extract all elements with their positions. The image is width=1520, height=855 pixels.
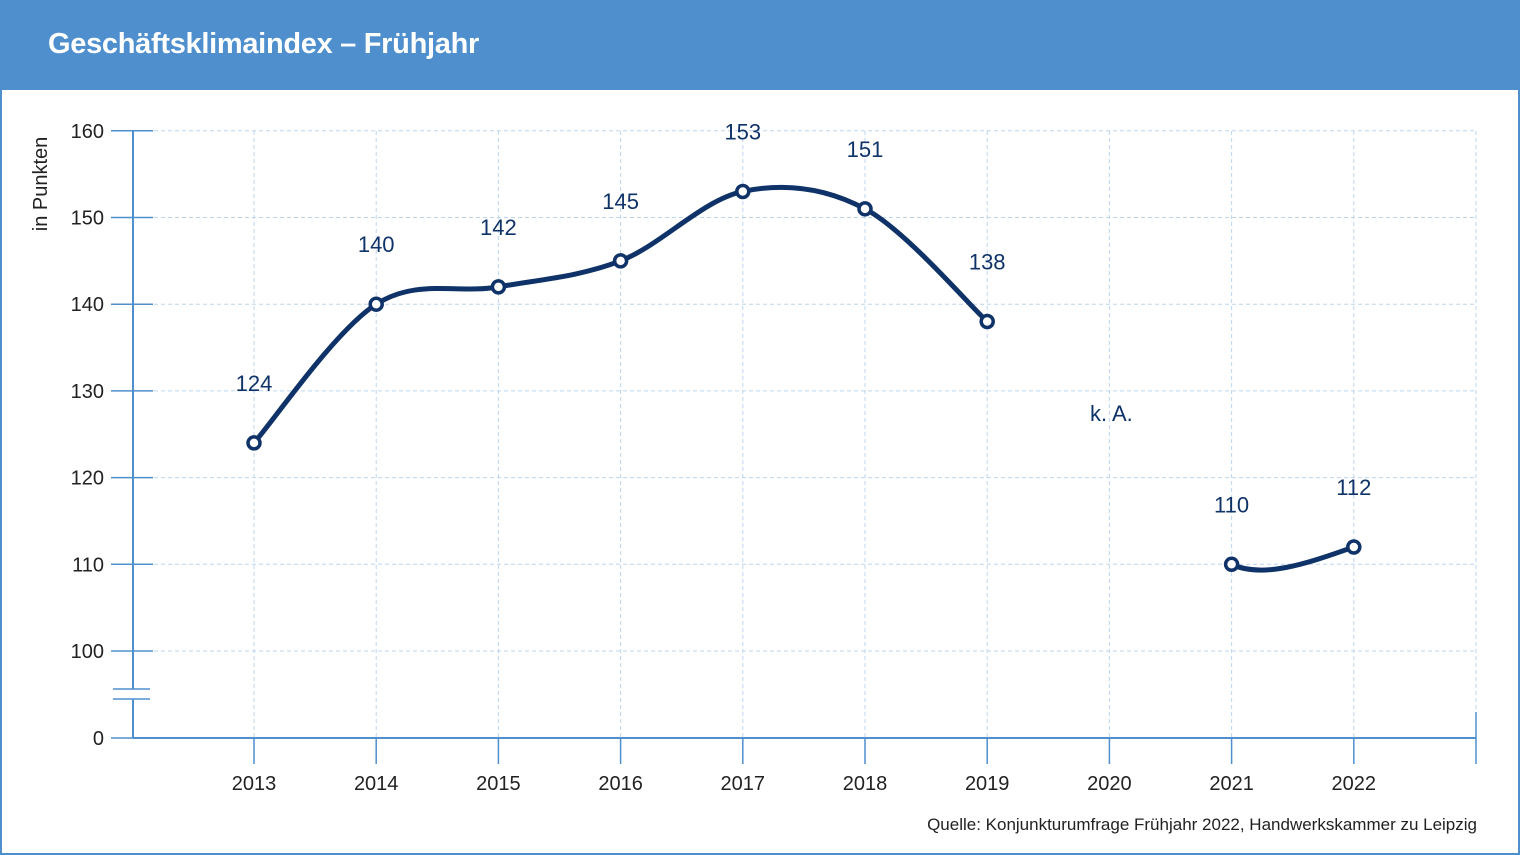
data-point	[612, 253, 629, 269]
x-tick-label: 2017	[721, 773, 766, 795]
data-label: 110	[1214, 492, 1249, 517]
y-tick-label: 160	[71, 121, 104, 143]
chart-header: Geschäftsklimaindex – Frühjahr	[2, 2, 1518, 90]
data-label: 142	[480, 215, 517, 240]
y-tick-label: 140	[71, 294, 104, 316]
grid-lines	[133, 130, 1477, 738]
data-point	[246, 435, 262, 451]
y-tick-label: 100	[71, 641, 104, 663]
x-tick-label: 2022	[1332, 773, 1377, 795]
y-tick-label: 150	[71, 208, 104, 230]
y-tick-label: 0	[93, 728, 104, 750]
data-label: 145	[602, 189, 639, 214]
axes	[111, 130, 1477, 764]
data-point	[735, 183, 751, 200]
y-tick-label: 110	[72, 554, 104, 576]
data-point	[979, 313, 995, 330]
x-tick-label: 2018	[843, 773, 888, 795]
x-tick-label: 2013	[232, 773, 277, 795]
data-labels: 124 140 142 145 153 151 138 k. A. 110 112	[236, 119, 1372, 517]
data-label: 112	[1336, 475, 1371, 500]
data-point	[368, 296, 384, 312]
data-point	[1223, 556, 1240, 573]
data-point	[1346, 539, 1362, 555]
x-tick-label: 2014	[354, 773, 399, 795]
x-tick-label: 2019	[965, 773, 1010, 795]
data-points	[246, 183, 1362, 573]
series-line	[251, 184, 1357, 573]
data-label: 151	[847, 137, 884, 162]
x-tick-label: 2021	[1209, 773, 1254, 795]
source-note: Quelle: Konjunkturumfrage Frühjahr 2022,…	[927, 815, 1477, 834]
y-tick-label: 130	[71, 381, 104, 403]
y-tick-labels: 0 100 110 120 130 140 150 160	[71, 121, 104, 750]
x-tick-label: 2015	[476, 773, 521, 795]
data-point	[857, 201, 873, 217]
data-label: 138	[969, 250, 1006, 275]
y-axis-title: in Punkten	[30, 137, 52, 232]
chart-title: Geschäftsklimaindex – Frühjahr	[48, 28, 479, 60]
data-label: 124	[236, 371, 273, 396]
x-tick-label: 2016	[598, 773, 643, 795]
data-label: 140	[358, 232, 395, 257]
no-data-label: k. A.	[1090, 401, 1133, 426]
y-tick-label: 120	[71, 468, 104, 490]
x-tick-labels: 2013 2014 2015 2016 2017 2018 2019 2020 2021 2022	[232, 773, 1376, 795]
data-point	[490, 279, 507, 295]
data-label: 153	[724, 119, 761, 144]
x-tick-label: 2020	[1087, 773, 1132, 795]
series-line-segment	[1229, 544, 1357, 573]
